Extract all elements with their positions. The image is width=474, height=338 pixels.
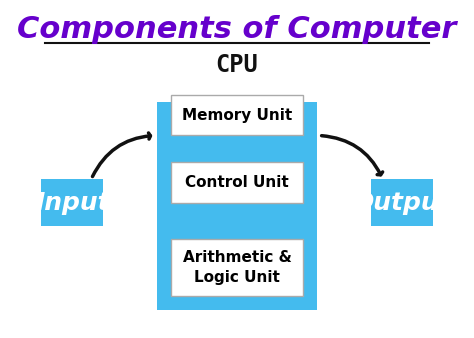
Text: Control Unit: Control Unit	[185, 175, 289, 190]
FancyBboxPatch shape	[171, 95, 303, 136]
Text: Arithmetic &
Logic Unit: Arithmetic & Logic Unit	[182, 250, 292, 285]
FancyBboxPatch shape	[157, 102, 317, 310]
FancyBboxPatch shape	[171, 239, 303, 296]
Text: Input: Input	[35, 191, 109, 215]
FancyBboxPatch shape	[171, 162, 303, 202]
Text: Components of Computer: Components of Computer	[18, 15, 456, 44]
FancyBboxPatch shape	[371, 179, 433, 226]
Text: CPU: CPU	[216, 53, 258, 77]
FancyBboxPatch shape	[41, 179, 103, 226]
Text: Output: Output	[352, 191, 451, 215]
Text: Memory Unit: Memory Unit	[182, 108, 292, 123]
